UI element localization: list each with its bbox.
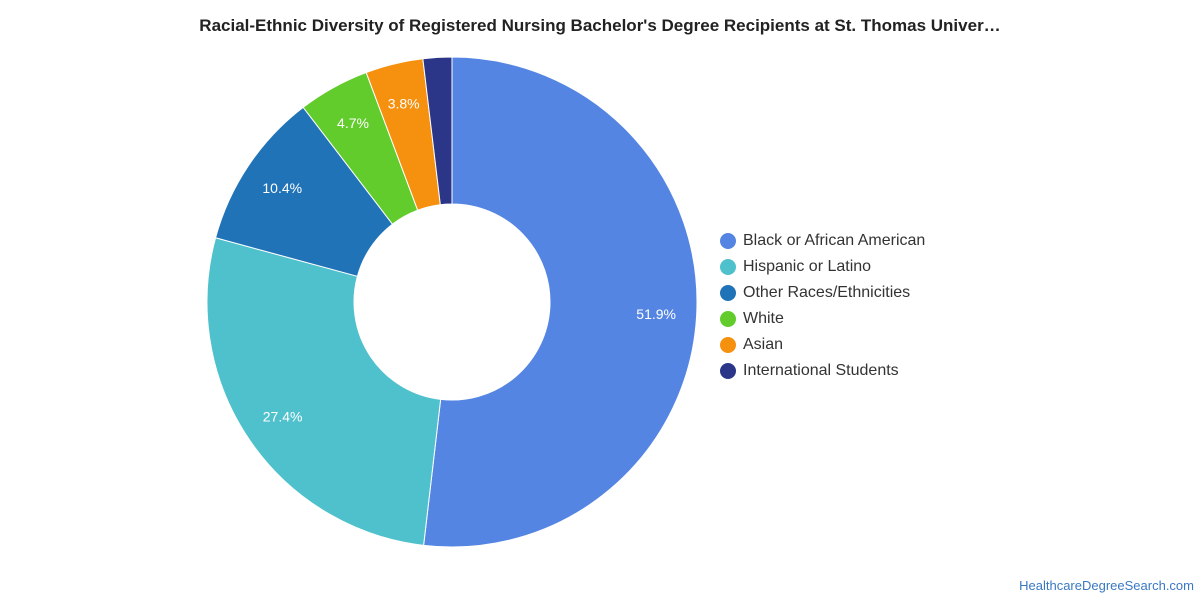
chart-legend: Black or African American Hispanic or Lat… [720,228,925,384]
legend-item[interactable]: Asian [720,332,925,358]
legend-marker [720,311,736,327]
legend-label: Hispanic or Latino [743,258,872,275]
slice-labels: 51.9% 27.4% 10.4% 4.7% 3.8% [262,95,676,424]
legend-item[interactable]: Other Races/Ethnicities [720,280,925,306]
slice-hispanic-or-latino[interactable] [206,237,442,546]
legend-label: White [743,310,784,327]
legend-marker [720,337,736,353]
legend-label: International Students [743,362,899,379]
legend-item[interactable]: Hispanic or Latino [720,254,925,280]
legend-marker [720,285,736,301]
legend-marker [720,259,736,275]
slice-label: 4.7% [337,115,369,131]
slice-international-students[interactable] [422,56,453,206]
chart-title: Racial-Ethnic Diversity of Registered Nu… [199,16,1001,35]
slice-label: 3.8% [388,95,420,111]
slice-label: 10.4% [262,180,302,196]
legend-item[interactable]: White [720,306,925,332]
slice-label: 27.4% [263,409,303,425]
source-credit[interactable]: HealthcareDegreeSearch.com [1019,578,1194,593]
legend-item[interactable]: International Students [720,358,925,384]
slice-other-races-ethnicities[interactable] [214,106,394,277]
legend-label: Black or African American [743,232,926,249]
slice-black-or-african-american[interactable] [423,56,698,548]
slice-label: 51.9% [636,306,676,322]
legend-item[interactable]: Black or African American [720,228,925,254]
legend-label: Asian [743,336,784,353]
legend-marker [720,363,736,379]
legend-marker [720,233,736,249]
legend-label: Other Races/Ethnicities [743,284,911,301]
donut-slices [206,56,698,548]
